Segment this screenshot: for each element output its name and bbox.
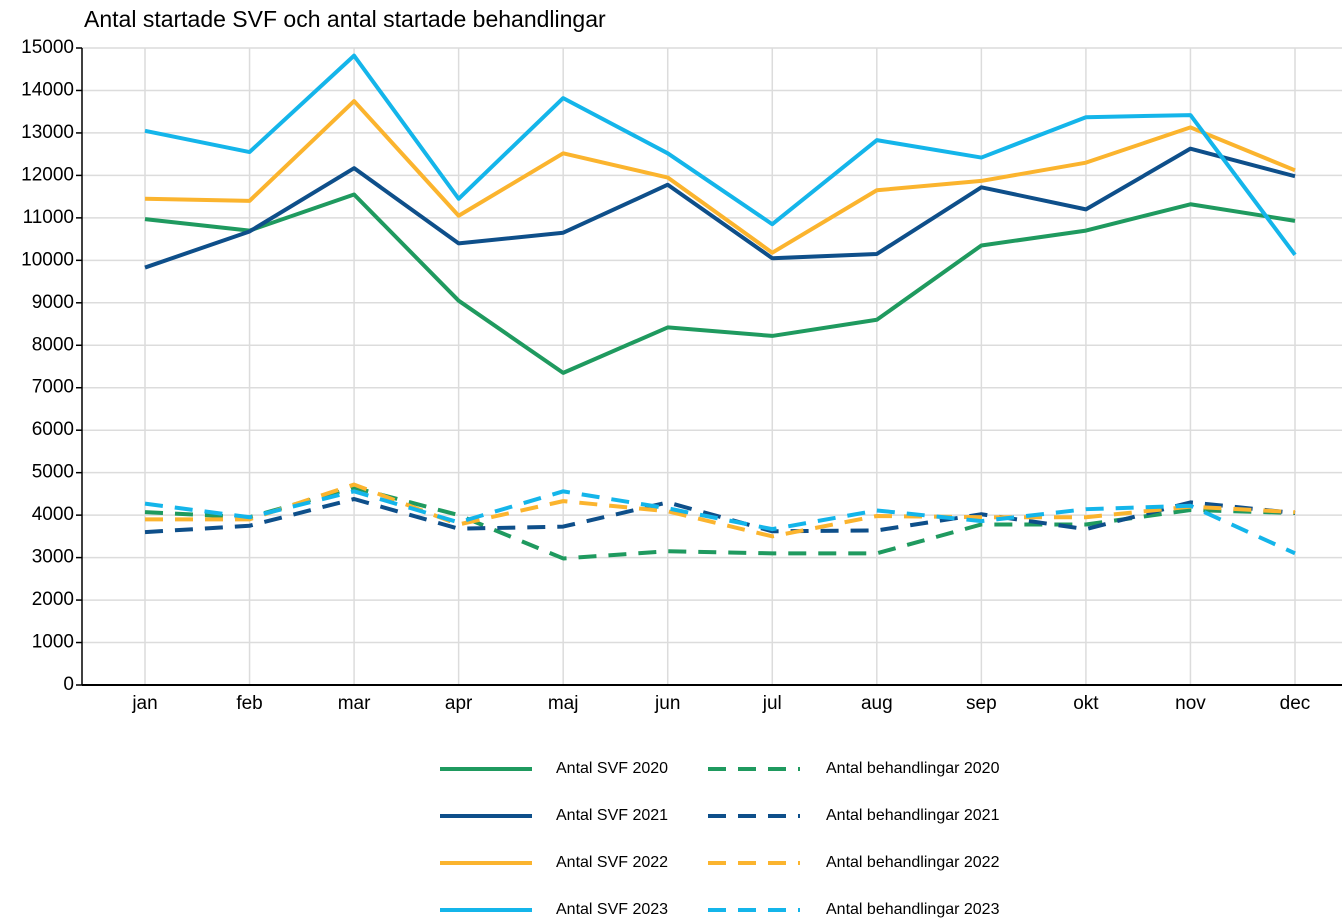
legend-label: Antal behandlingar 2022 — [826, 854, 1000, 871]
y-tick-label: 13000 — [21, 122, 74, 143]
y-tick-label: 9000 — [32, 292, 74, 313]
x-tick-label: maj — [548, 693, 579, 714]
x-tick-label: jan — [131, 693, 157, 714]
x-tick-label: jun — [654, 693, 680, 714]
y-tick-label: 4000 — [32, 504, 74, 525]
y-tick-label: 10000 — [21, 249, 74, 270]
y-tick-label: 1000 — [32, 632, 74, 653]
x-tick-label: apr — [445, 693, 473, 714]
y-tick-label: 5000 — [32, 462, 74, 483]
legend-label: Antal SVF 2022 — [556, 854, 668, 871]
x-tick-label: feb — [236, 693, 262, 714]
legend-label: Antal behandlingar 2020 — [826, 760, 1000, 777]
line-series — [144, 146, 1296, 270]
line-series — [144, 53, 1297, 257]
line-series — [144, 489, 1296, 556]
x-tick-label: mar — [338, 693, 371, 714]
line-series — [144, 485, 1296, 561]
line-series — [145, 482, 1296, 539]
y-tick-label: 8000 — [32, 334, 74, 355]
legend-label: Antal SVF 2020 — [556, 760, 668, 777]
line-series — [144, 496, 1296, 535]
x-tick-label: aug — [861, 693, 893, 714]
y-tick-label: 7000 — [32, 377, 74, 398]
legend-label: Antal behandlingar 2023 — [826, 901, 1000, 918]
y-tick-label: 11000 — [23, 207, 74, 228]
x-tick-label: dec — [1280, 693, 1311, 714]
y-tick-label: 2000 — [32, 589, 74, 610]
x-tick-label: sep — [966, 693, 997, 714]
x-tick-label: jul — [762, 693, 782, 714]
legend-label: Antal SVF 2023 — [556, 901, 668, 918]
line-series — [144, 192, 1296, 375]
y-tick-label: 6000 — [32, 419, 74, 440]
y-tick-label: 0 — [63, 674, 74, 695]
legend-label: Antal behandlingar 2021 — [826, 807, 1000, 824]
line-series — [144, 99, 1296, 255]
x-tick-label: okt — [1073, 693, 1099, 714]
legend-label: Antal SVF 2021 — [556, 807, 668, 824]
y-tick-label: 12000 — [21, 164, 74, 185]
y-tick-label: 3000 — [32, 547, 74, 568]
y-tick-label: 15000 — [21, 37, 74, 58]
chart-title: Antal startade SVF och antal startade be… — [84, 6, 606, 32]
y-tick-label: 14000 — [21, 79, 74, 100]
x-tick-label: nov — [1175, 693, 1206, 714]
